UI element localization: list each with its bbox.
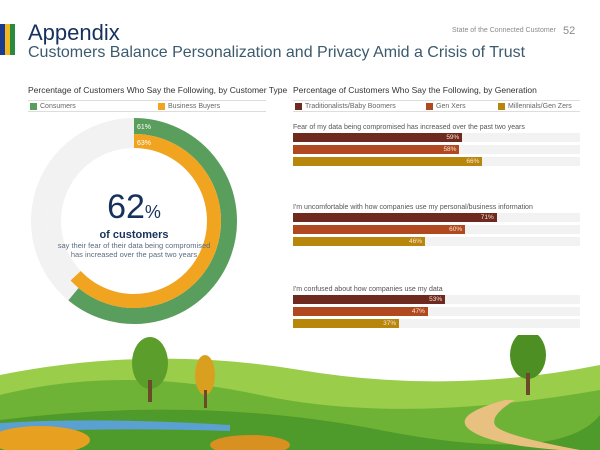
bar-track: 60% [293,225,580,234]
donut-label-business-buyers: 63% [137,140,152,147]
legend-label: Business Buyers [168,103,221,110]
donut-arc-consumers [68,118,237,324]
bar-value-label: 58% [443,146,457,153]
bar-value-label: 71% [480,214,494,221]
bar-track: 58% [293,145,580,154]
center-value: 62% [107,188,161,226]
document-title: State of the Connected Customer [452,27,556,34]
page-subtitle: Customers Balance Personalization and Pr… [28,44,526,61]
bar-track: 46% [293,237,580,246]
page-title: Appendix [28,20,120,45]
bar-value-label: 37% [383,320,397,327]
bar: 71% [293,213,497,222]
brand-stripe-yellow [5,24,10,55]
bar-track: 59% [293,133,580,142]
bar-track: 47% [293,307,580,316]
legend-swatch [295,103,302,110]
legend-swatch [426,103,433,110]
bar-chart-title: Percentage of Customers Who Say the Foll… [293,85,537,95]
legend-swatch [158,103,165,110]
legend-swatch [30,103,37,110]
legend-business-buyers: Business Buyers [158,103,220,110]
brand-stripe-blue [0,24,5,55]
bar: 46% [293,237,426,246]
question-label: I'm uncomfortable with how companies use… [293,204,533,211]
legend-label: Traditionalists/Baby Boomers [305,103,396,110]
bar-track: 71% [293,213,580,222]
bar: 58% [293,145,460,154]
center-description: say their fear of their data being compr… [57,241,211,259]
legend-label: Millennials/Gen Zers [508,103,572,110]
bar-track: 53% [293,295,580,304]
donut-legend: Consumers Business Buyers [28,100,266,112]
bar-value-label: 59% [446,134,460,141]
bar-value-label: 60% [449,226,463,233]
legend-boomers: Traditionalists/Baby Boomers [295,103,396,110]
legend-label: Consumers [40,103,76,110]
bar: 37% [293,319,400,328]
brand-stripe-green [10,24,15,55]
donut-label-consumers: 61% [137,124,152,131]
legend-swatch [498,103,505,110]
bar-track: 66% [293,157,580,166]
bar: 47% [293,307,428,316]
question-label: Fear of my data being compromised has in… [293,124,525,131]
landscape-illustration [0,335,600,450]
bar-value-label: 66% [466,158,480,165]
legend-genx: Gen Xers [426,103,466,110]
bar: 59% [293,133,463,142]
bar: 53% [293,295,446,304]
bar-track: 37% [293,319,580,328]
bar-legend: Traditionalists/Baby Boomers Gen Xers Mi… [293,100,580,112]
donut-center: 62% of customers say their fear of their… [54,190,214,259]
bar-value-label: 47% [411,308,425,315]
legend-consumers: Consumers [30,103,76,110]
donut-chart-title: Percentage of Customers Who Say the Foll… [28,85,288,95]
donut-arc-business-buyers [70,134,221,308]
center-label: of customers [99,229,169,241]
bar: 60% [293,225,466,234]
donut-chart [31,118,237,324]
bar-value-label: 53% [429,296,443,303]
page-number: 52 [563,25,576,37]
bar-value-label: 46% [409,238,423,245]
legend-millennials: Millennials/Gen Zers [498,103,572,110]
legend-label: Gen Xers [436,103,466,110]
question-label: I'm confused about how companies use my … [293,286,443,293]
bar: 66% [293,157,483,166]
